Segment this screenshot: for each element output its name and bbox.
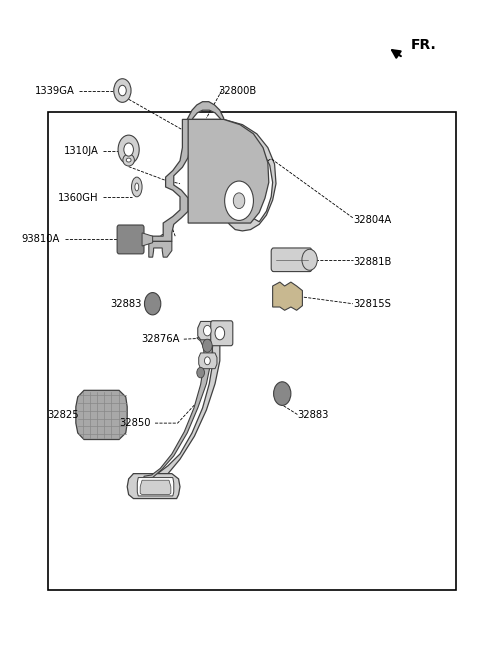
Circle shape — [274, 382, 291, 405]
Text: 32883: 32883 — [110, 298, 142, 309]
Circle shape — [203, 339, 212, 352]
Polygon shape — [144, 336, 213, 480]
Text: 93810A: 93810A — [22, 234, 60, 245]
Text: FR.: FR. — [410, 37, 436, 52]
Polygon shape — [198, 321, 222, 340]
FancyBboxPatch shape — [211, 321, 233, 346]
Text: 32850: 32850 — [120, 418, 151, 428]
Circle shape — [302, 249, 317, 270]
Polygon shape — [133, 335, 220, 484]
Polygon shape — [137, 478, 174, 496]
Ellipse shape — [135, 183, 139, 191]
Text: 1339GA: 1339GA — [35, 85, 74, 96]
Circle shape — [233, 193, 245, 209]
FancyBboxPatch shape — [271, 248, 312, 272]
Polygon shape — [76, 390, 127, 440]
Polygon shape — [273, 282, 302, 310]
Circle shape — [215, 327, 225, 340]
FancyBboxPatch shape — [117, 225, 144, 254]
Text: 32825: 32825 — [48, 409, 79, 420]
Polygon shape — [140, 480, 171, 495]
Text: 32881B: 32881B — [353, 257, 391, 268]
Ellipse shape — [132, 177, 142, 197]
Polygon shape — [187, 119, 276, 231]
Polygon shape — [127, 474, 180, 499]
Text: 32876A: 32876A — [142, 334, 180, 344]
Circle shape — [119, 85, 126, 96]
Circle shape — [124, 143, 133, 156]
Polygon shape — [149, 241, 172, 257]
Circle shape — [225, 181, 253, 220]
Polygon shape — [199, 353, 217, 369]
Polygon shape — [149, 119, 190, 241]
Circle shape — [118, 135, 139, 164]
Circle shape — [204, 325, 211, 336]
Circle shape — [197, 367, 204, 378]
Ellipse shape — [126, 158, 131, 162]
Text: 32804A: 32804A — [353, 215, 391, 225]
Circle shape — [144, 293, 161, 315]
Polygon shape — [188, 119, 269, 223]
Ellipse shape — [123, 154, 134, 166]
Bar — [48, 112, 456, 590]
Circle shape — [204, 357, 210, 365]
Circle shape — [114, 79, 131, 102]
Text: 32815S: 32815S — [353, 298, 391, 309]
Polygon shape — [187, 102, 224, 123]
Text: 32800B: 32800B — [218, 85, 257, 96]
Text: 32883: 32883 — [298, 409, 329, 420]
Text: 1360GH: 1360GH — [58, 193, 98, 203]
Polygon shape — [142, 233, 153, 246]
Text: 1310JA: 1310JA — [63, 146, 98, 156]
